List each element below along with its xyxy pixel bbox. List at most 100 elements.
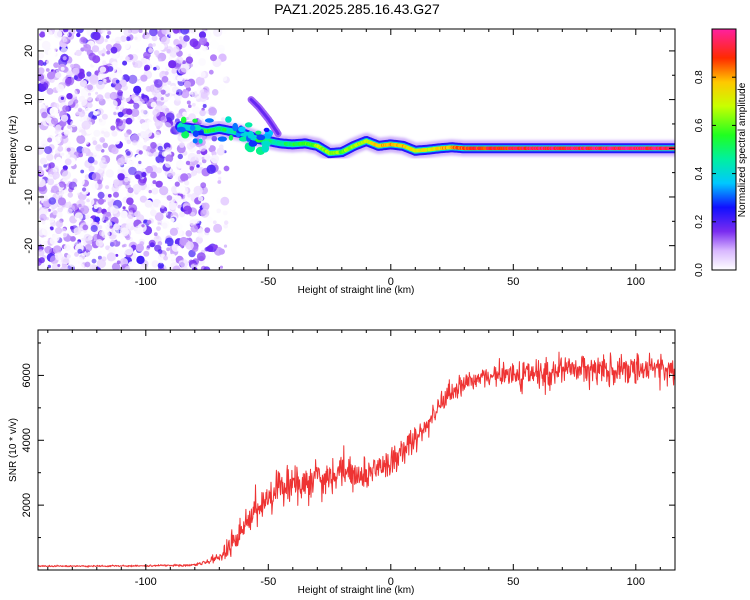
noise-blob — [203, 153, 211, 161]
noise-blob — [198, 31, 207, 39]
noise-blob — [195, 76, 205, 86]
noise-blob — [63, 29, 69, 33]
track-fragment — [238, 136, 248, 142]
noise-blob — [137, 116, 142, 121]
noise-blob — [183, 89, 187, 93]
noise-blob — [168, 60, 177, 69]
noise-blob — [62, 105, 69, 113]
noise-blob — [93, 110, 98, 116]
noise-blob — [179, 259, 189, 268]
noise-blob — [178, 44, 183, 48]
noise-blob — [70, 120, 77, 128]
noise-blob — [41, 220, 46, 225]
noise-blob — [60, 66, 65, 71]
y-tick-label: 20 — [23, 45, 35, 57]
noise-blob — [61, 114, 69, 122]
noise-blob — [135, 243, 144, 252]
track-fragment — [244, 122, 253, 128]
noise-blob — [38, 52, 45, 59]
noise-blob — [92, 140, 98, 146]
noise-blob — [105, 44, 113, 51]
noise-blob — [171, 171, 176, 176]
noise-blob — [41, 111, 48, 119]
noise-blob — [126, 36, 131, 42]
noise-blob — [145, 186, 150, 191]
noise-blob — [127, 211, 135, 219]
snr-plot-area — [38, 330, 675, 570]
y-tick-label: 10 — [23, 93, 35, 105]
noise-blob — [213, 223, 223, 233]
noise-blob — [141, 156, 150, 165]
noise-blob — [174, 195, 182, 203]
noise-blob — [176, 56, 184, 64]
noise-blob — [163, 211, 169, 216]
noise-blob — [161, 71, 165, 74]
noise-blob — [75, 111, 80, 116]
noise-blob — [97, 108, 104, 115]
noise-blob — [97, 198, 105, 205]
noise-blob — [62, 56, 67, 61]
noise-blob — [39, 157, 48, 165]
noise-blob — [42, 195, 49, 202]
x-tick-label: -100 — [135, 276, 157, 288]
noise-blob — [78, 95, 86, 103]
track-fragment — [256, 134, 266, 141]
snr-y-axis: 2000 4000 6000 — [21, 342, 675, 539]
noise-blob — [166, 48, 171, 54]
noise-blob — [83, 44, 91, 52]
noise-blob — [126, 197, 134, 205]
noise-blob — [86, 95, 93, 102]
noise-blob — [161, 220, 170, 230]
noise-blob — [46, 88, 54, 95]
noise-blob — [42, 62, 47, 66]
track-fragment — [189, 125, 196, 131]
noise-blob — [171, 75, 176, 80]
noise-blob — [96, 166, 104, 174]
noise-blob — [216, 208, 222, 214]
noise-blob — [56, 84, 65, 93]
noise-blob — [174, 106, 179, 111]
noise-blob — [63, 244, 71, 252]
noise-blob — [155, 167, 163, 174]
noise-blob — [194, 167, 199, 172]
noise-blob — [110, 205, 119, 214]
noise-blob — [102, 60, 107, 65]
noise-blob — [134, 210, 141, 218]
noise-blob — [62, 78, 66, 83]
noise-blob — [140, 74, 148, 82]
noise-blob — [66, 147, 71, 152]
y-tick-label: -10 — [23, 189, 35, 205]
noise-blob — [224, 220, 229, 225]
noise-blob — [160, 36, 170, 46]
colorbar-label: Normalized spectral amplitude — [737, 82, 748, 217]
noise-blob — [156, 226, 161, 232]
noise-blob — [47, 48, 57, 58]
spectrogram-y-axis: -20 -10 0 10 20 — [23, 45, 675, 271]
x-tick-label: 100 — [627, 276, 645, 288]
noise-blob — [136, 255, 145, 265]
noise-blob — [179, 236, 189, 246]
noise-blob — [189, 202, 195, 207]
noise-blob — [139, 179, 144, 184]
noise-blob — [149, 242, 155, 248]
noise-blob — [126, 139, 132, 145]
noise-blob — [105, 151, 110, 155]
noise-blob — [165, 107, 170, 113]
noise-blob — [81, 147, 89, 154]
colorbar-tick-label: 0.0 — [694, 263, 705, 277]
noise-blob — [164, 71, 169, 76]
noise-blob — [113, 179, 120, 186]
noise-blob — [92, 31, 101, 41]
noise-blob — [136, 141, 144, 149]
track-fragment — [263, 127, 270, 133]
track-fragment — [228, 134, 234, 141]
noise-blob — [151, 187, 159, 195]
noise-blob — [38, 169, 45, 176]
x-tick-label: -50 — [260, 276, 276, 288]
noise-blob — [126, 108, 133, 115]
noise-blob — [173, 38, 180, 46]
noise-blob — [102, 142, 108, 149]
noise-blob — [148, 189, 152, 194]
noise-blob — [149, 29, 158, 37]
track-fragment — [255, 130, 262, 135]
